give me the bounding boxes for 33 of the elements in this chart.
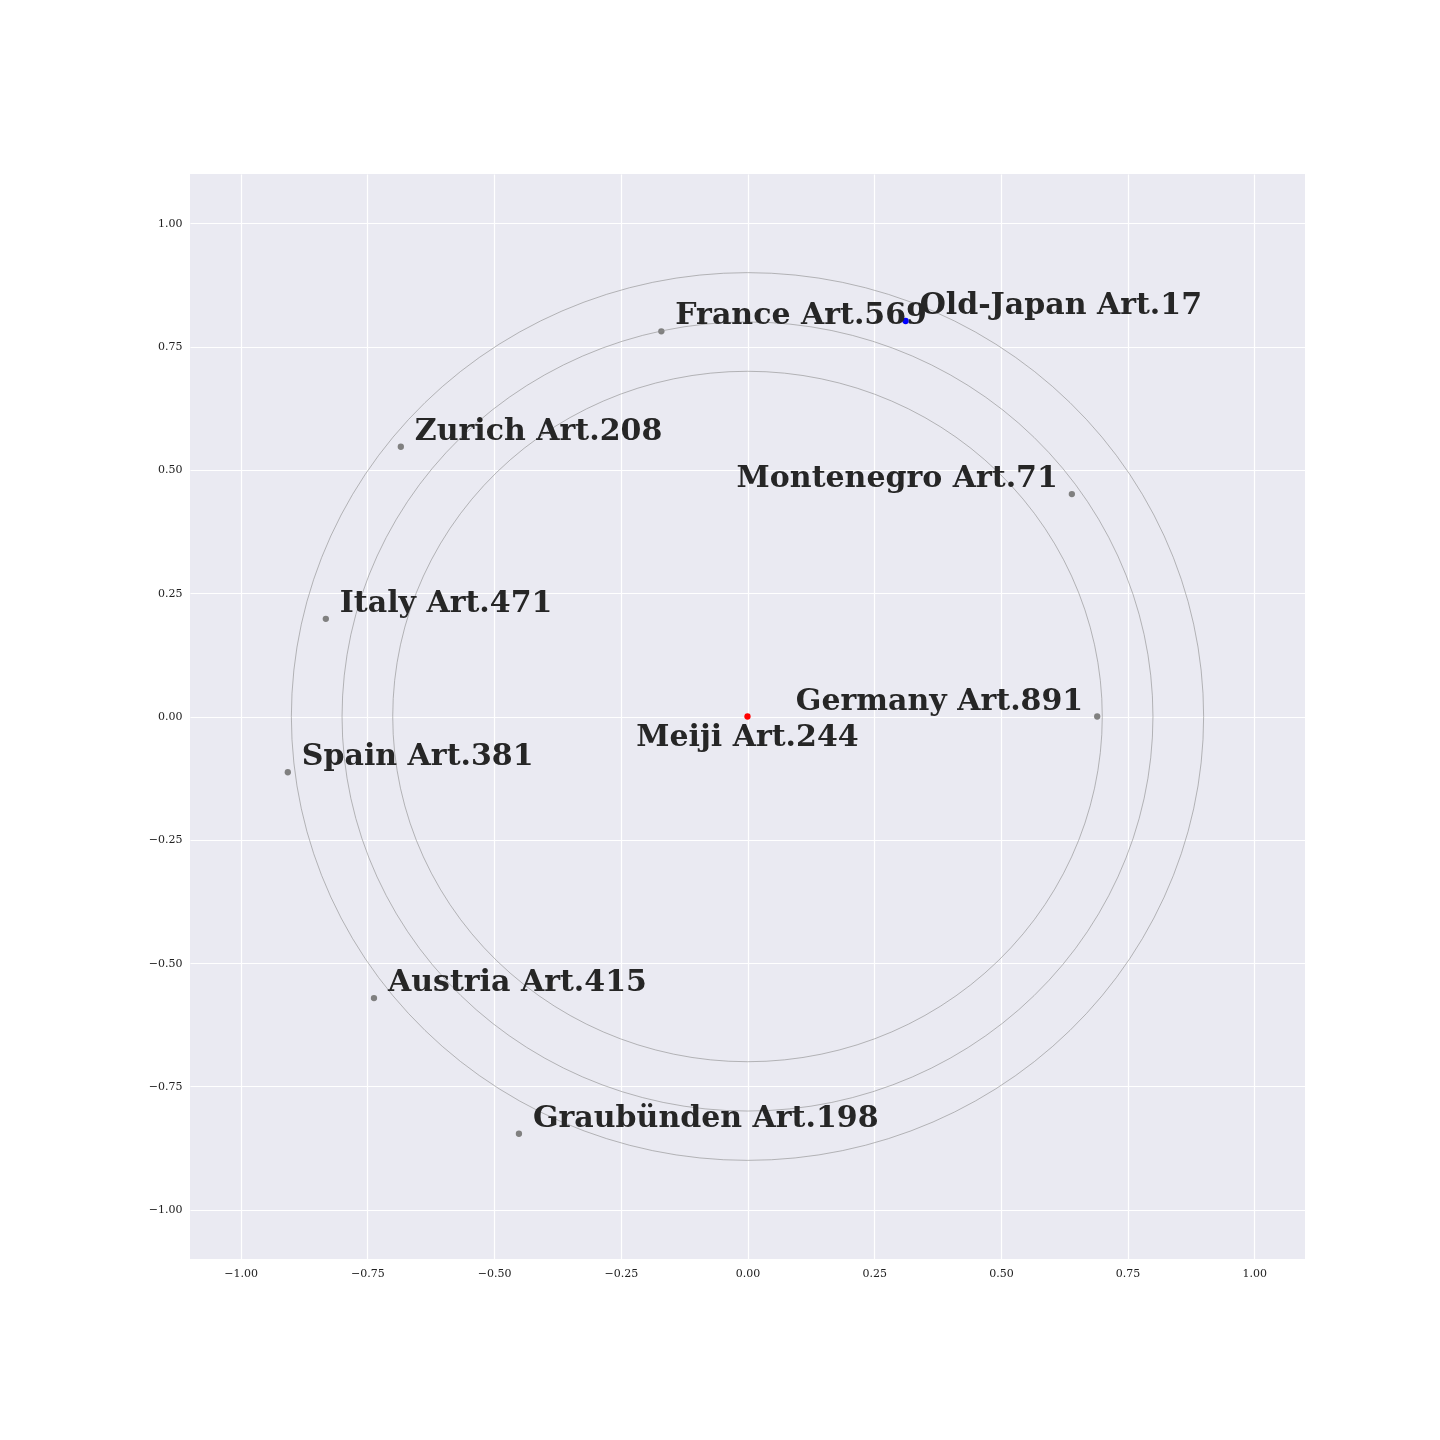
point	[284, 769, 291, 776]
x-tick-label: −0.50	[477, 1266, 512, 1280]
y-tick-label: −0.75	[148, 1079, 183, 1093]
point	[370, 994, 378, 1002]
y-tick-label: 0.25	[158, 586, 183, 600]
annotation: Spain Art.381	[301, 737, 534, 773]
y-tick-label: 0.00	[158, 710, 183, 723]
y-tick-label: 0.75	[158, 340, 183, 354]
annotation: Graubünden Art.198	[532, 1098, 879, 1134]
x-tick-label: 0.25	[862, 1266, 887, 1280]
y-tick-label: −1.00	[148, 1203, 183, 1217]
x-tick-label: −0.75	[351, 1266, 385, 1280]
annotation: Zurich Art.208	[414, 411, 663, 447]
point	[1068, 490, 1076, 498]
annotation: Italy Art.471	[339, 583, 553, 619]
annotation: Montenegro Art.71	[736, 459, 1058, 495]
x-tick-label: −0.25	[604, 1266, 639, 1280]
annotation: Germany Art.891	[795, 681, 1084, 717]
y-tick-label: −0.25	[148, 833, 183, 847]
y-tick-label: −0.50	[148, 956, 183, 970]
y-tick-label: 0.50	[158, 463, 183, 477]
point	[322, 615, 329, 623]
point	[1094, 713, 1101, 720]
x-tick-label: 0.00	[735, 1266, 761, 1280]
point	[397, 443, 404, 450]
x-tick-label: −1.00	[224, 1266, 259, 1280]
x-tick-label: 0.50	[989, 1266, 1014, 1280]
x-tick-label: 1.00	[1242, 1266, 1268, 1280]
annotation: Meiji Art.244	[636, 717, 859, 753]
point	[515, 1130, 523, 1137]
annotation: Austria Art.415	[386, 963, 647, 999]
y-tick-label: 1.00	[158, 216, 183, 230]
x-tick-label: 0.75	[1115, 1266, 1141, 1280]
